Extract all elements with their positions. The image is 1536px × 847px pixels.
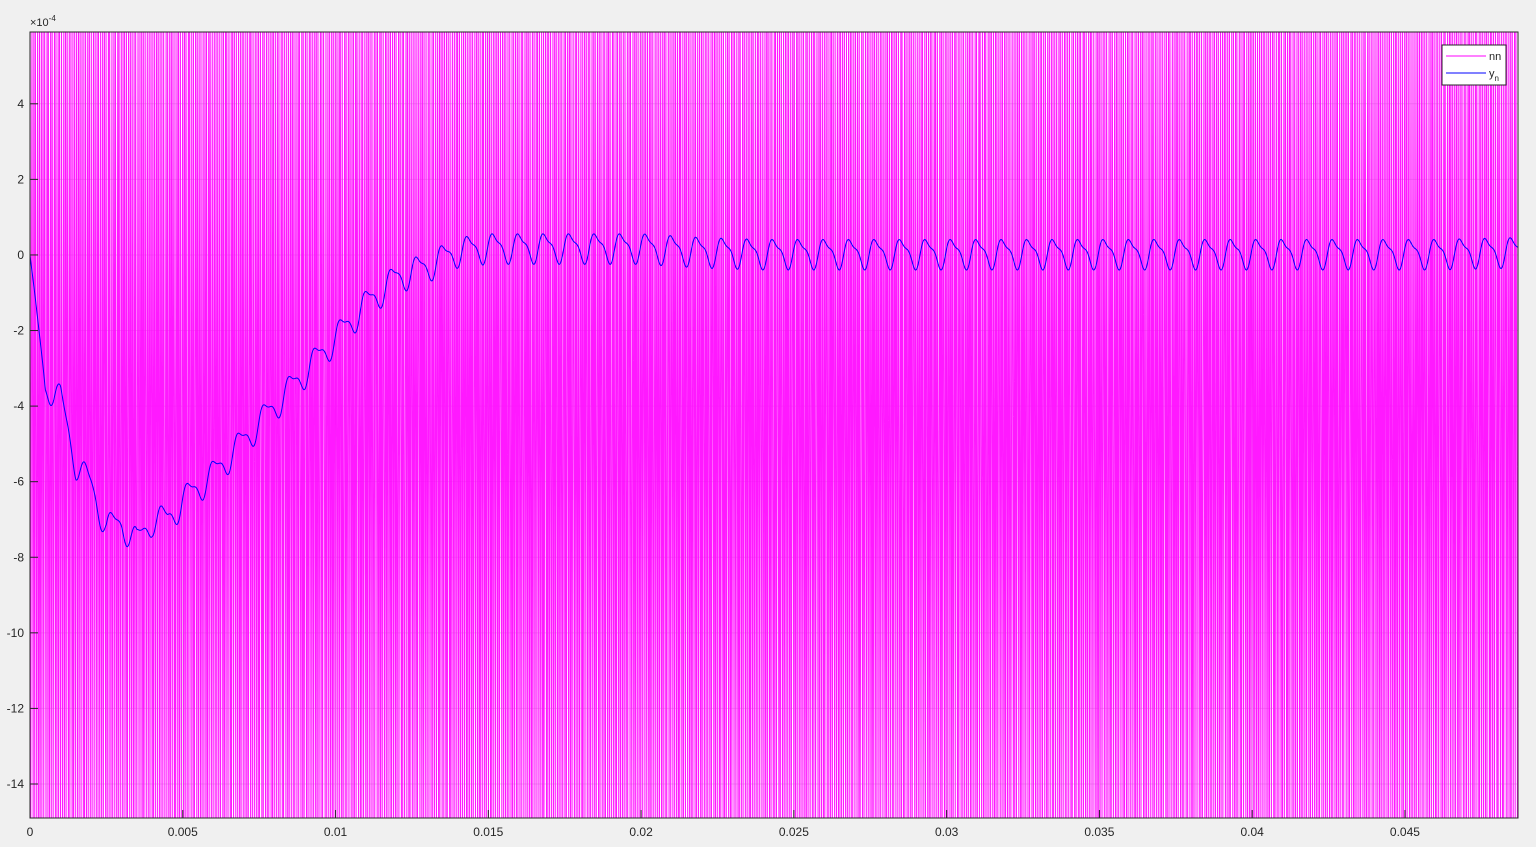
y-exponent-label: ×10-4	[30, 14, 56, 29]
y-tick-label-4: -4	[13, 399, 24, 413]
series-nn-trace	[30, 32, 1518, 818]
plot-frame	[29, 31, 1519, 819]
y-tick-label-6: -8	[13, 550, 24, 564]
x-tick-label-0: 0	[27, 825, 34, 839]
x-tick-label-8: 0.04	[1240, 825, 1264, 839]
y-exponent-power: -4	[49, 14, 57, 23]
series-yn	[30, 233, 1518, 548]
x-tick-label-7: 0.035	[1084, 825, 1114, 839]
y-tick-label-5: -6	[13, 475, 24, 489]
y-axis: 4 2 0 -2 -4 -6 -8 -10 -12 -14	[7, 97, 38, 791]
x-tick-label-6: 0.03	[935, 825, 959, 839]
x-axis: 0 0.005 0.01 0.015 0.02 0.025 0.03 0.035 0.04 0.0…	[27, 810, 1420, 839]
y-tick-label-8: -12	[7, 701, 25, 715]
x-tick-label-5: 0.025	[779, 825, 809, 839]
x-tick-label-1: 0.005	[168, 825, 198, 839]
y-tick-label-7: -10	[7, 626, 25, 640]
x-tick-label-9: 0.045	[1390, 825, 1420, 839]
legend-yn-subscript: n	[1495, 74, 1499, 83]
series-nn	[30, 32, 1518, 818]
y-tick-label-2: 0	[17, 248, 24, 262]
y-tick-label-1: 2	[17, 172, 24, 186]
legend-box	[1441, 44, 1507, 86]
legend-yn-base: y	[1489, 68, 1495, 80]
y-tick-label-0: 4	[17, 97, 24, 111]
y-tick-label-3: -2	[13, 324, 24, 338]
legend: nn yn	[1441, 44, 1507, 86]
y-exponent-base: ×10	[30, 17, 49, 29]
x-tick-label-4: 0.02	[629, 825, 653, 839]
x-tick-label-3: 0.015	[473, 825, 503, 839]
x-tick-label-2: 0.01	[324, 825, 348, 839]
legend-yn-label: yn	[1489, 68, 1499, 83]
y-tick-label-9: -14	[7, 777, 25, 791]
legend-nn-label: nn	[1489, 51, 1501, 63]
